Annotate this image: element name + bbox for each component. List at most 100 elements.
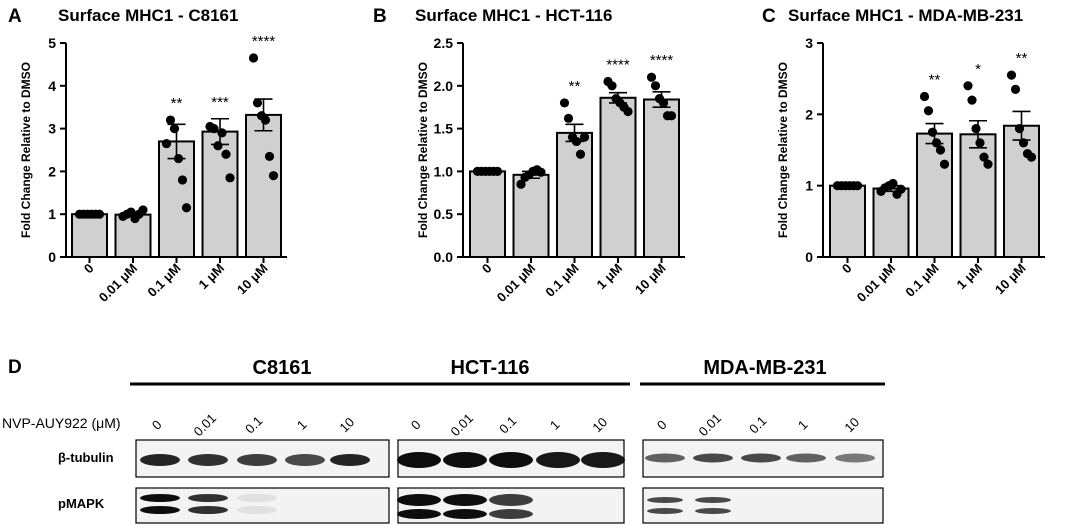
y-tick-label: 5 <box>48 35 56 51</box>
significance-label: ** <box>171 95 183 112</box>
data-point <box>888 178 898 189</box>
significance-label: **** <box>252 33 276 50</box>
data-point <box>923 106 934 116</box>
dose-label: 0.1 <box>242 413 265 436</box>
data-point <box>268 171 279 181</box>
row-label-tubulin: β-tubulin <box>58 450 114 465</box>
x-tick-label: 1 μM <box>954 261 986 293</box>
y-axis-label: Fold Change Relative to DMSO <box>19 62 33 238</box>
blot-band <box>489 494 533 506</box>
data-point <box>607 81 617 91</box>
y-tick-label: 1 <box>805 178 813 194</box>
data-point <box>1018 138 1029 148</box>
data-point <box>563 113 574 123</box>
y-tick-label: 1.0 <box>434 163 454 179</box>
data-point <box>896 184 906 194</box>
data-point <box>571 136 582 147</box>
y-tick-label: 1 <box>48 206 56 222</box>
y-axis-label: Fold Change Relative to DMSO <box>416 62 430 238</box>
blot-band <box>397 509 441 519</box>
y-tick-label: 2.0 <box>434 78 454 94</box>
data-point <box>658 98 669 108</box>
blot-band <box>489 509 533 519</box>
pmapk-blot-frame <box>642 487 884 524</box>
data-point <box>516 179 526 189</box>
blot-band <box>397 494 441 506</box>
y-tick-label: 0.0 <box>434 249 454 265</box>
data-point <box>666 111 677 121</box>
chart-title: Surface MHC1 - HCT-116 <box>415 6 612 25</box>
blot-band <box>786 453 826 463</box>
bar <box>959 133 997 259</box>
blot-band <box>693 453 733 463</box>
x-tick-label: 0.1 μM <box>542 261 581 300</box>
data-point <box>979 152 989 162</box>
bar <box>916 132 953 259</box>
data-point <box>931 138 942 148</box>
bar <box>829 184 866 259</box>
data-point <box>575 149 586 159</box>
data-point <box>975 138 985 148</box>
blot-band <box>647 497 683 503</box>
y-tick-label: 4 <box>48 78 56 94</box>
dose-label: 0.01 <box>191 411 220 440</box>
blot-band <box>581 452 625 468</box>
x-tick-label: 10 μM <box>234 261 271 298</box>
data-point <box>919 91 930 102</box>
data-point <box>225 173 235 183</box>
y-tick-label: 3 <box>805 35 813 51</box>
data-point <box>169 124 180 134</box>
dose-label: 0.1 <box>746 413 769 436</box>
panel-letter: A <box>8 6 22 27</box>
x-tick-label: 0.01 μM <box>494 261 538 305</box>
y-tick-label: 2 <box>48 163 56 179</box>
dose-label: 1 <box>795 417 811 433</box>
blot-band <box>285 454 325 466</box>
y-tick-label: 0 <box>805 249 813 265</box>
data-point <box>213 141 223 151</box>
bar <box>201 130 239 258</box>
dose-label: 0.01 <box>696 411 725 440</box>
significance-label: **** <box>606 57 630 74</box>
data-point <box>252 98 263 108</box>
blot-band <box>140 454 180 466</box>
y-tick-label: 3 <box>48 121 56 137</box>
blot-band <box>188 494 228 502</box>
chart-panel-b: B Surface MHC1 - HCT-116 Fold Change Relat… <box>373 6 685 305</box>
data-point <box>559 98 570 108</box>
data-point <box>579 132 590 142</box>
significance-label: **** <box>650 52 674 69</box>
data-point <box>177 175 188 185</box>
pmapk-blot-frame <box>135 487 390 524</box>
blot-band <box>695 497 731 503</box>
y-tick-label: 0 <box>48 249 56 265</box>
bar <box>469 170 506 258</box>
dose-label: 1 <box>294 417 310 433</box>
chart-panel-c: C Surface MHC1 - MDA-MB-231 Fold Change Re… <box>762 6 1045 305</box>
x-tick-label: 10 μM <box>632 261 669 298</box>
bar-charts-group: A Surface MHC1 - C8161 Fold Change Relativ… <box>8 6 1045 305</box>
bar <box>71 213 108 258</box>
data-point <box>165 115 176 125</box>
data-point <box>939 159 950 169</box>
y-axis-label: Fold Change Relative to DMSO <box>776 62 790 238</box>
data-point <box>209 124 219 134</box>
data-point <box>967 95 977 105</box>
data-point <box>650 81 661 91</box>
data-point <box>173 153 184 164</box>
panel-letter: B <box>373 6 387 27</box>
blot-band <box>443 494 487 506</box>
dose-label: 0.1 <box>496 413 519 436</box>
blot-band <box>443 452 487 468</box>
dose-label: 10 <box>336 414 357 435</box>
blot-band <box>188 506 228 514</box>
blot-band <box>647 508 683 514</box>
data-point <box>1006 70 1017 80</box>
data-point <box>217 128 227 138</box>
data-point <box>927 127 938 137</box>
chart-title: Surface MHC1 - MDA-MB-231 <box>788 6 1023 25</box>
x-tick-label: 0.01 μM <box>854 261 898 305</box>
y-tick-label: 2.5 <box>434 35 454 51</box>
